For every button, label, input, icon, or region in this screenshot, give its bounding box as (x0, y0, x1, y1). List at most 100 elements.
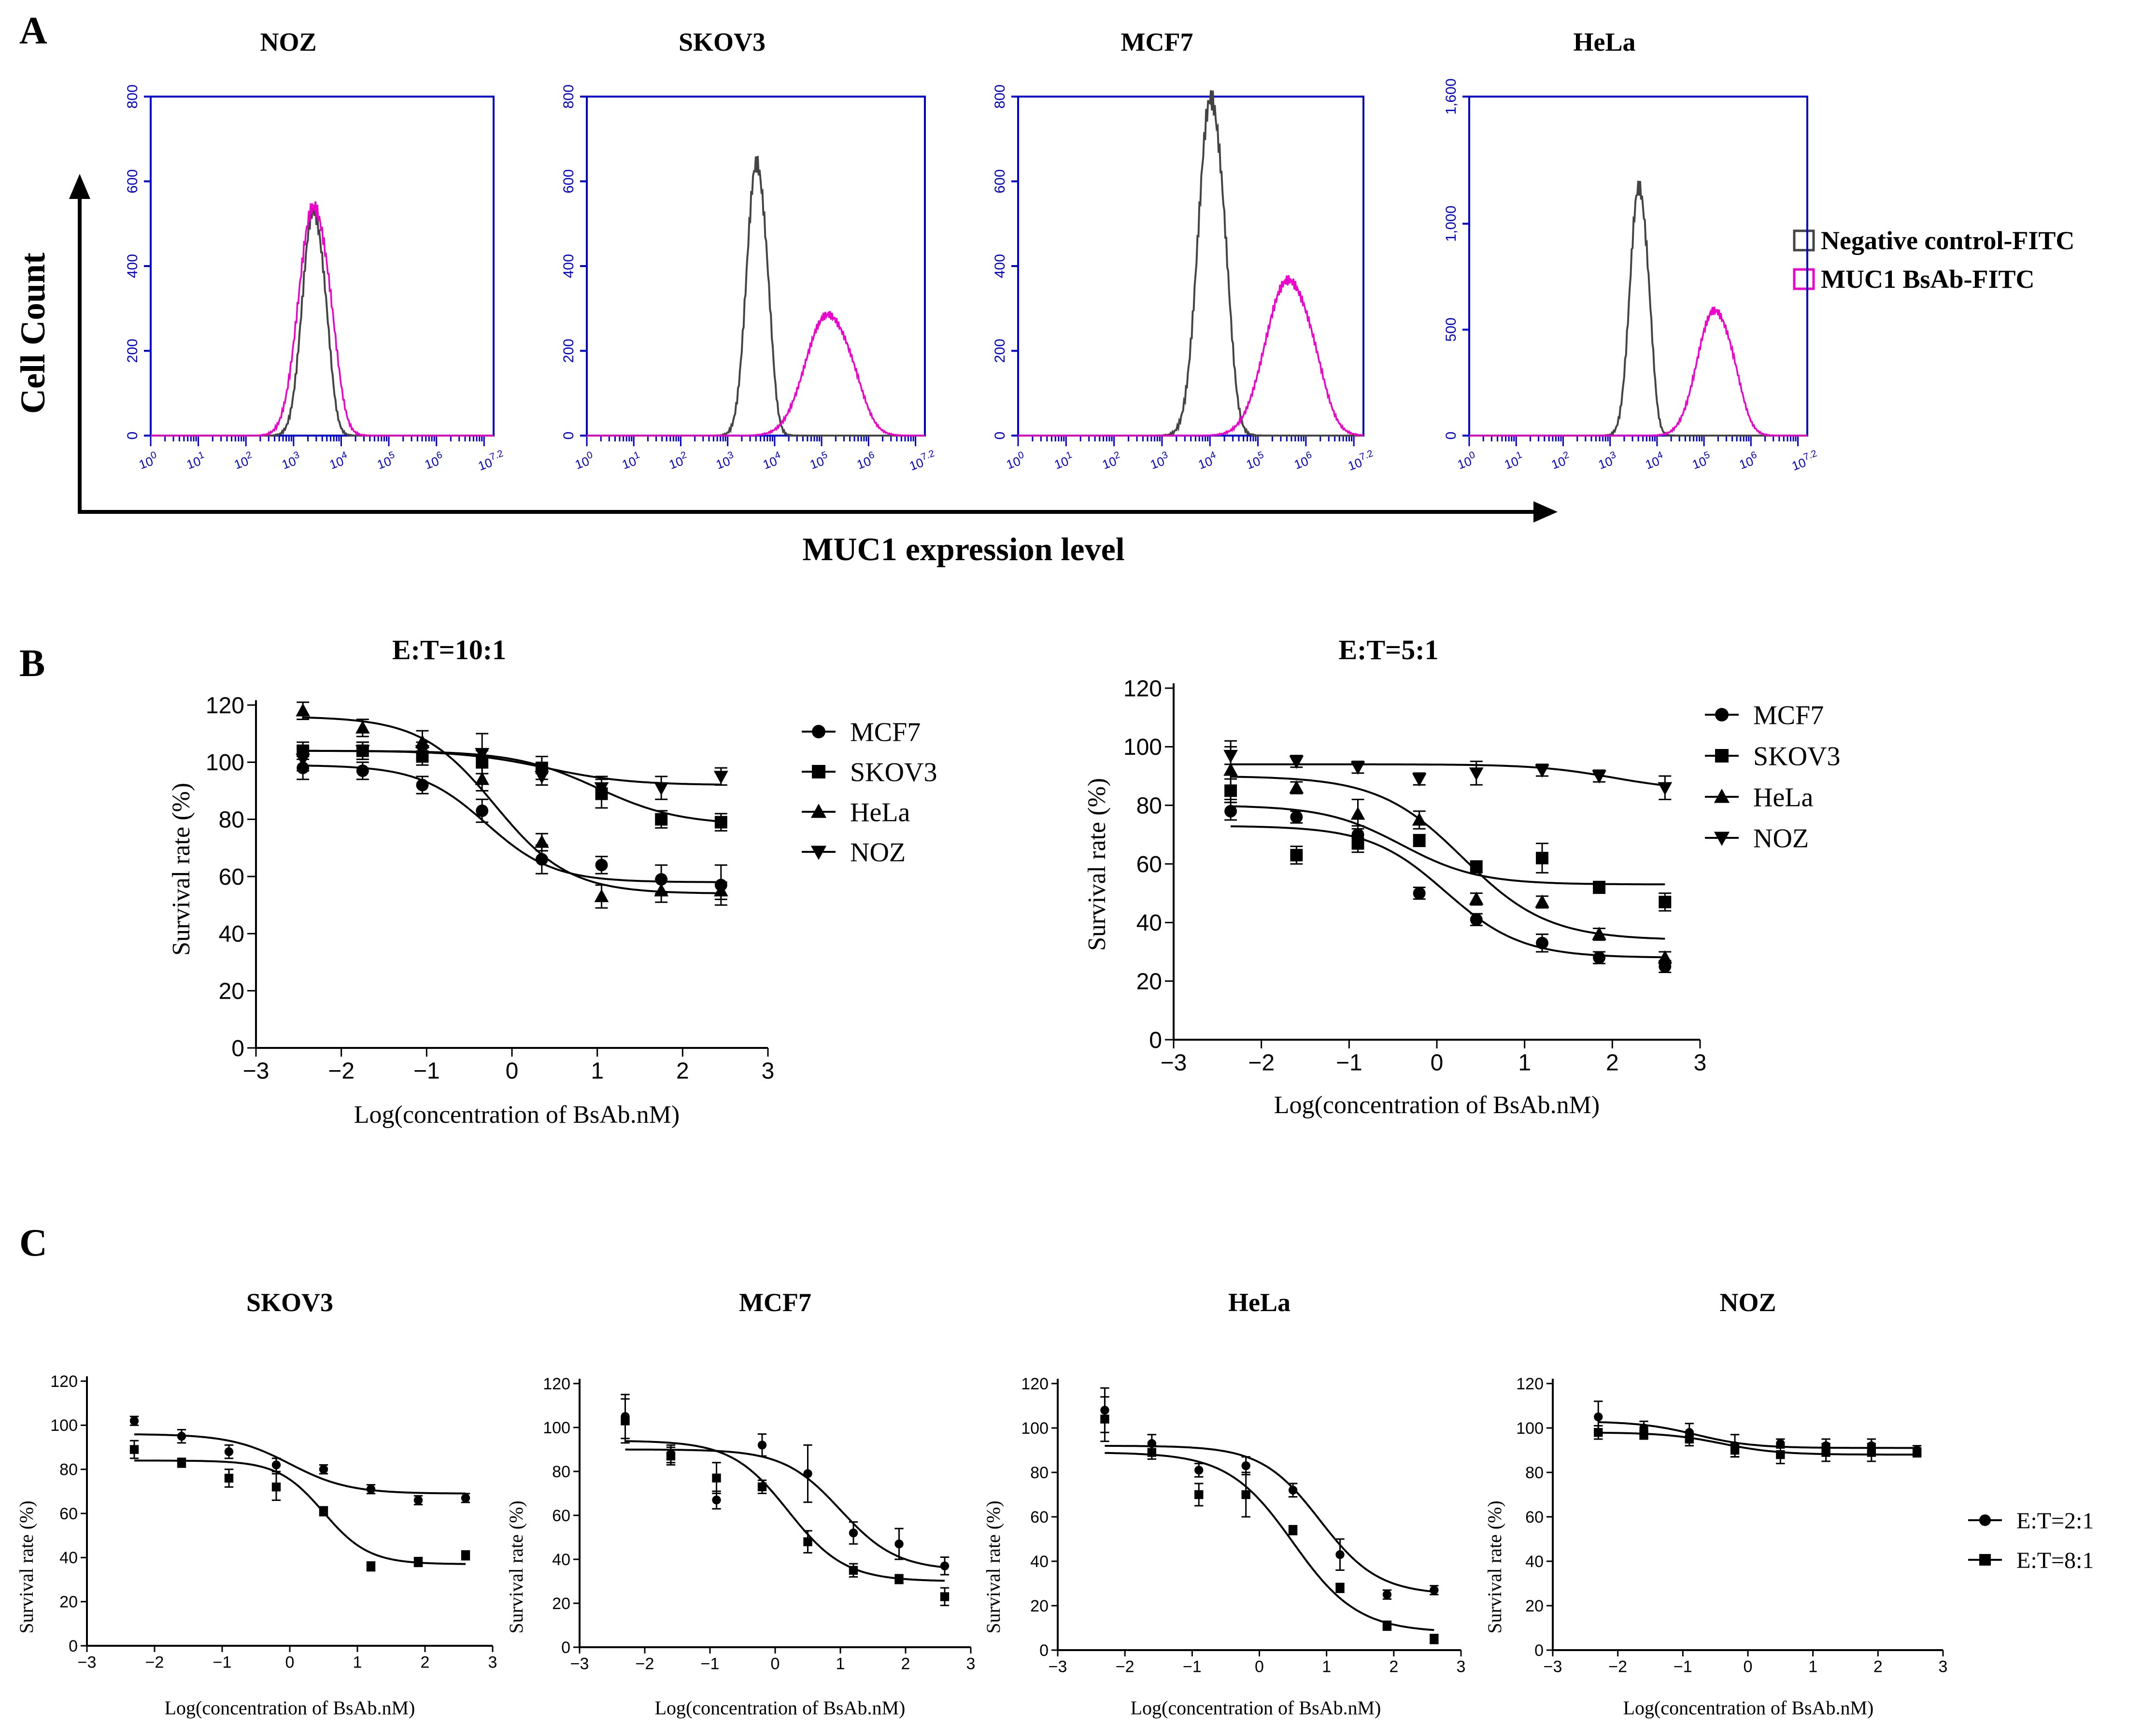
x-tick-label: 1 (591, 1059, 604, 1084)
x-tick-label: −3 (1161, 1050, 1187, 1076)
y-tick-label: 100 (50, 1416, 78, 1435)
x-tick-label: 2 (1389, 1657, 1398, 1676)
panel-c2-y-label: Survival rate (%) (505, 1500, 527, 1633)
x-tick-label: 3 (488, 1653, 497, 1671)
fit-curve (134, 1433, 466, 1495)
y-tick-label: 0 (1534, 1641, 1544, 1660)
y-tick-label: 1,600 (1443, 78, 1459, 114)
marker-circle (1470, 913, 1483, 926)
marker-triangle-up (475, 772, 490, 785)
legend-label-control: Negative control-FITC (1821, 226, 2074, 255)
y-tick-label: 0 (992, 432, 1008, 440)
y-tick-label: 0 (231, 1036, 244, 1061)
marker-triangle-up (594, 889, 609, 903)
y-tick-label: 400 (992, 254, 1008, 278)
y-tick-label: 80 (1136, 793, 1162, 819)
marker-square (655, 813, 668, 826)
x-tick-label: 2 (1606, 1050, 1619, 1076)
marker-square (1194, 1490, 1204, 1499)
legend-label-bsab: MUC1 BsAb-FITC (1821, 265, 2035, 294)
marker-circle (224, 1447, 234, 1456)
marker-circle (461, 1493, 470, 1503)
marker-square (1912, 1448, 1922, 1457)
x-tick-label: 2 (421, 1653, 430, 1671)
y-tick-label: 100 (1021, 1419, 1049, 1438)
marker-circle (416, 778, 429, 791)
marker-circle (849, 1528, 858, 1538)
y-tick-label: 20 (1030, 1597, 1049, 1615)
fit-curve (1231, 805, 1665, 886)
marker-circle (1430, 1585, 1439, 1595)
x-tick-label: 0 (1255, 1657, 1264, 1676)
x-tick-label: −3 (570, 1654, 589, 1673)
panel-b1-legend: MCF7 SKOV3 HeLa NOZ (802, 718, 937, 868)
marker-triangle-down (1223, 749, 1238, 763)
y-tick-label: 100 (206, 750, 244, 776)
marker-triangle-down (475, 748, 490, 762)
marker-square (1730, 1445, 1740, 1455)
marker-triangle-down (713, 771, 728, 784)
marker-triangle-up (1658, 950, 1673, 963)
marker-circle (1413, 887, 1426, 900)
fit-curve (303, 716, 721, 894)
y-tick-label: 200 (992, 339, 1008, 363)
plot-title: HeLa (1228, 1288, 1291, 1317)
legend-swatch-bsab (1793, 268, 1815, 290)
marker-square (621, 1416, 630, 1426)
marker-triangle-down (1535, 764, 1549, 778)
marker-square (1979, 1554, 1991, 1566)
plot-title: MCF7 (739, 1288, 811, 1317)
y-tick-label: 0 (1443, 432, 1459, 440)
y-tick-label: 500 (1443, 318, 1459, 342)
marker-triangle-up (1535, 894, 1549, 908)
bsab-curve (151, 201, 494, 437)
marker-triangle-up (1412, 812, 1427, 826)
marker-circle (1593, 951, 1606, 964)
marker-circle (894, 1539, 904, 1549)
marker-triangle-down (1412, 773, 1427, 787)
dose-plot-e-t-5-1: E:T=5:1 0 20 40 60 80 100 120 −3 −2 −1 0 1 2 3 (1123, 634, 1706, 1076)
marker-triangle-up (810, 804, 827, 818)
marker-square (1288, 1526, 1298, 1535)
x-tick-label: 3 (966, 1654, 976, 1673)
marker-square (1659, 895, 1672, 908)
x-tick-label: 0 (771, 1654, 780, 1673)
marker-square (1430, 1634, 1439, 1644)
series-skov3 (1224, 778, 1672, 912)
y-tick-label: 80 (1525, 1464, 1544, 1482)
x-tick-label: 0 (506, 1059, 519, 1084)
fit-curve (625, 1440, 945, 1582)
y-tick-label: 100 (1123, 735, 1162, 760)
marker-circle (1194, 1466, 1204, 1475)
y-tick-label: 60 (1525, 1508, 1544, 1526)
series-e-t-2-1 (129, 1415, 470, 1506)
y-tick-label: 20 (552, 1595, 570, 1613)
marker-square (1536, 851, 1548, 864)
marker-square (1593, 881, 1606, 894)
y-tick-label: 0 (561, 432, 577, 440)
plot-title: E:T=10:1 (392, 634, 506, 665)
fit-curve (1231, 825, 1665, 959)
marker-triangle-up (713, 883, 728, 897)
x-tick-label: −2 (328, 1059, 355, 1084)
legend-label: SKOV3 (850, 758, 937, 788)
legend-label: MCF7 (1753, 701, 1824, 731)
x-tick-label: −2 (636, 1654, 654, 1673)
marker-square (666, 1451, 676, 1461)
marker-circle (812, 725, 825, 738)
bsab-curve (1018, 275, 1364, 437)
marker-square (1776, 1450, 1785, 1459)
marker-square (1100, 1414, 1109, 1424)
marker-triangle-down (1658, 782, 1673, 795)
series-e-t-8-1 (621, 1398, 950, 1607)
marker-square (1685, 1434, 1694, 1444)
panel-b1-x-label: Log(concentration of BsAb.nM) (354, 1101, 680, 1129)
y-tick-label: 60 (219, 864, 244, 890)
marker-triangle-up (1469, 891, 1484, 905)
panel-c3-x-label: Log(concentration of BsAb.nM) (1131, 1697, 1381, 1719)
marker-circle (356, 764, 369, 777)
marker-square (714, 816, 727, 829)
marker-triangle-down (534, 771, 549, 784)
marker-circle (366, 1484, 376, 1494)
